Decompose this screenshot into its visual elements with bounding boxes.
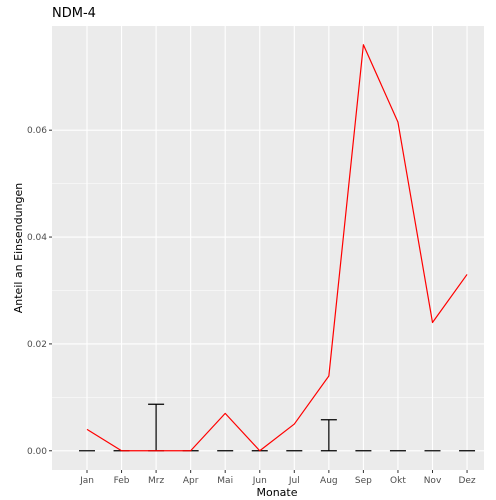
x-tick-label: Nov (424, 476, 442, 486)
y-tick-label: 0.04 (27, 233, 47, 243)
x-tick-label: Mai (217, 476, 233, 486)
x-tick-label: Jul (288, 476, 300, 486)
x-tick-label: Sep (355, 476, 372, 486)
grid-lines (52, 26, 484, 470)
x-tick-label: Jan (79, 476, 94, 486)
x-axis-ticks: Jan Feb Mrz Apr Mai Jun Jul Aug Sep Okt Nov Dez (79, 470, 476, 486)
x-tick-label: Okt (390, 476, 406, 486)
x-axis-label: Monate (256, 486, 297, 499)
x-tick-label: Mrz (148, 476, 164, 486)
chart-title: NDM-4 (52, 6, 96, 21)
series-lines (86, 44, 468, 452)
y-tick-label: 0.02 (27, 340, 47, 350)
x-tick-label: Jun (252, 476, 267, 486)
series-line (86, 44, 468, 452)
y-axis-label: Anteil an Einsendungen (12, 183, 25, 314)
plot-panel (52, 26, 484, 470)
y-axis-ticks: 0.00 0.02 0.04 0.06 (27, 126, 52, 457)
x-tick-label: Apr (183, 476, 199, 486)
x-tick-label: Aug (320, 476, 338, 486)
y-tick-label: 0.06 (27, 126, 47, 136)
x-tick-label: Feb (114, 476, 130, 486)
x-tick-label: Dez (458, 476, 475, 486)
y-tick-label: 0.00 (27, 447, 47, 457)
